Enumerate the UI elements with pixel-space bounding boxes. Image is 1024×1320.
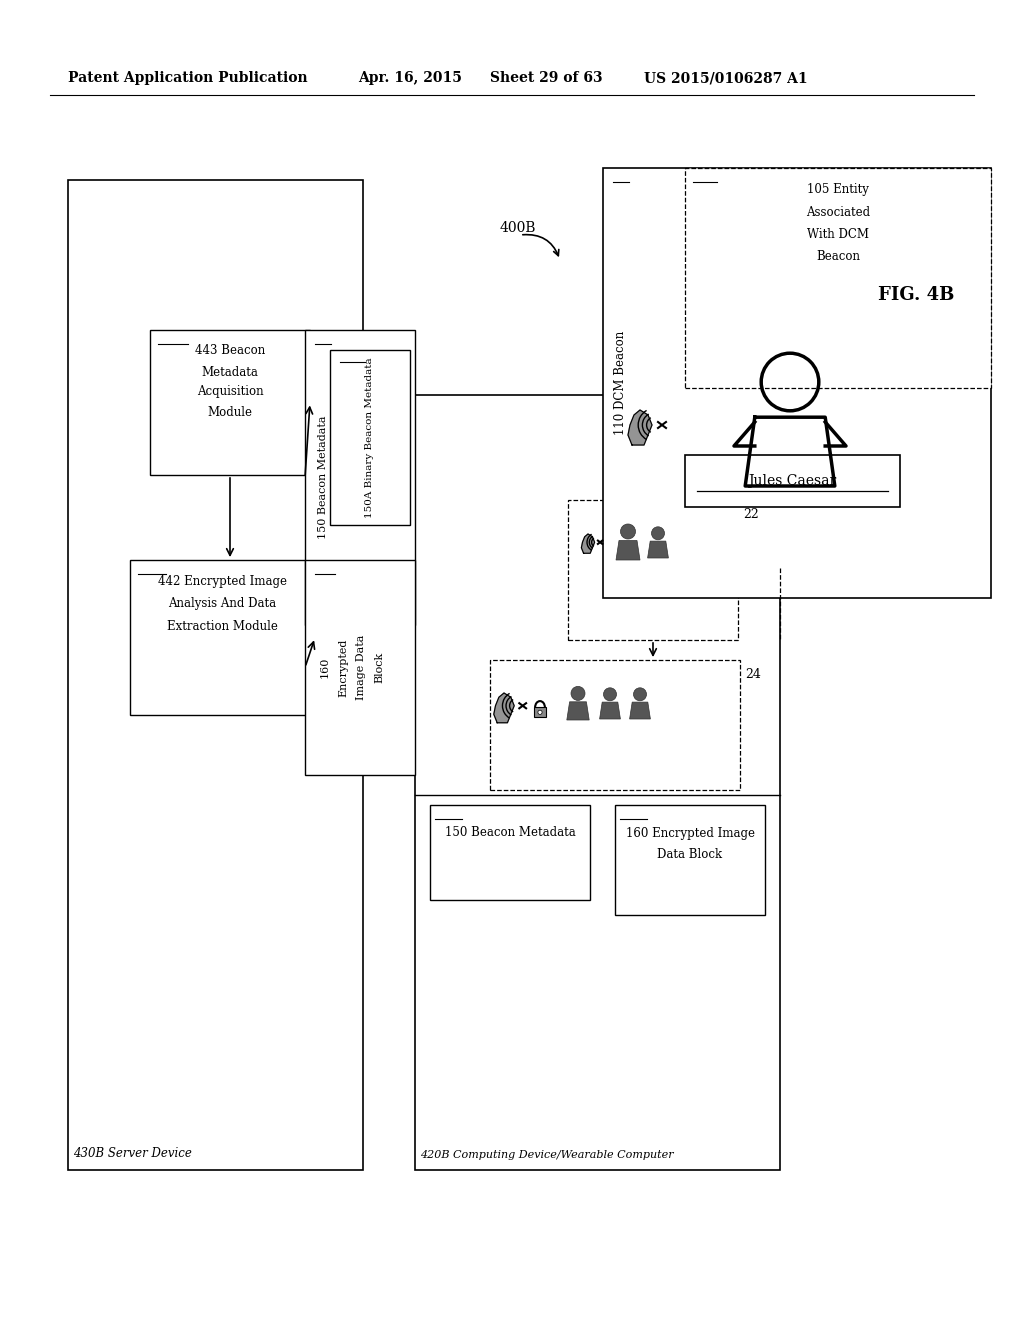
Polygon shape <box>630 702 650 719</box>
Circle shape <box>538 710 542 714</box>
Bar <box>330 350 410 525</box>
Text: 150 Beacon Metadata: 150 Beacon Metadata <box>318 416 328 540</box>
Circle shape <box>571 686 585 701</box>
Text: Image Data: Image Data <box>356 635 366 700</box>
Bar <box>535 708 546 717</box>
Bar <box>130 560 315 715</box>
Text: 160 Encrypted Image: 160 Encrypted Image <box>626 826 755 840</box>
Text: Metadata: Metadata <box>202 366 258 379</box>
Polygon shape <box>616 540 640 560</box>
Text: 150A Binary Beacon Metadata: 150A Binary Beacon Metadata <box>366 358 375 517</box>
Polygon shape <box>600 702 621 719</box>
Polygon shape <box>567 702 589 719</box>
Text: 442 Encrypted Image: 442 Encrypted Image <box>158 576 287 589</box>
Polygon shape <box>494 693 514 723</box>
Text: Associated: Associated <box>806 206 870 219</box>
Polygon shape <box>582 535 595 553</box>
Text: Sheet 29 of 63: Sheet 29 of 63 <box>490 71 603 84</box>
Text: Acquisition: Acquisition <box>197 385 263 399</box>
Text: 22: 22 <box>743 508 759 521</box>
Circle shape <box>621 524 636 539</box>
Text: Block: Block <box>374 652 384 684</box>
Text: 110 DCM Beacon: 110 DCM Beacon <box>614 331 628 436</box>
Text: 150 Beacon Metadata: 150 Beacon Metadata <box>444 826 575 840</box>
Text: FIG. 4B: FIG. 4B <box>878 286 954 304</box>
Text: 160: 160 <box>319 657 330 678</box>
Bar <box>305 560 415 775</box>
Polygon shape <box>647 541 669 558</box>
Circle shape <box>651 527 665 540</box>
Text: 430B Server Device: 430B Server Device <box>73 1147 191 1160</box>
Bar <box>490 660 740 789</box>
Text: US 2015/0106287 A1: US 2015/0106287 A1 <box>644 71 808 84</box>
Text: Beacon: Beacon <box>816 249 860 263</box>
Bar <box>615 805 765 915</box>
Text: 443 Beacon: 443 Beacon <box>195 343 265 356</box>
Text: Module: Module <box>208 405 253 418</box>
Bar <box>603 168 991 598</box>
Bar <box>685 455 900 507</box>
Text: 420B Computing Device/Wearable Computer: 420B Computing Device/Wearable Computer <box>420 1150 674 1160</box>
Text: With DCM: With DCM <box>807 227 869 240</box>
Bar <box>305 330 415 624</box>
Polygon shape <box>628 411 652 445</box>
Text: Patent Application Publication: Patent Application Publication <box>68 71 307 84</box>
Circle shape <box>634 688 646 701</box>
Bar <box>685 168 991 388</box>
Text: Data Block: Data Block <box>657 849 723 862</box>
Bar <box>68 180 362 1170</box>
Bar <box>568 500 738 640</box>
Text: 400B: 400B <box>500 220 537 235</box>
Text: Extraction Module: Extraction Module <box>167 619 278 632</box>
Circle shape <box>603 688 616 701</box>
Text: Analysis And Data: Analysis And Data <box>168 598 276 610</box>
Text: Encrypted: Encrypted <box>338 639 348 697</box>
Bar <box>150 330 310 475</box>
Bar <box>415 395 780 1170</box>
Bar <box>430 805 590 900</box>
Text: Jules Caesar: Jules Caesar <box>749 474 837 488</box>
Text: 24: 24 <box>745 668 761 681</box>
Text: 105 Entity: 105 Entity <box>807 183 869 197</box>
Text: Apr. 16, 2015: Apr. 16, 2015 <box>358 71 462 84</box>
